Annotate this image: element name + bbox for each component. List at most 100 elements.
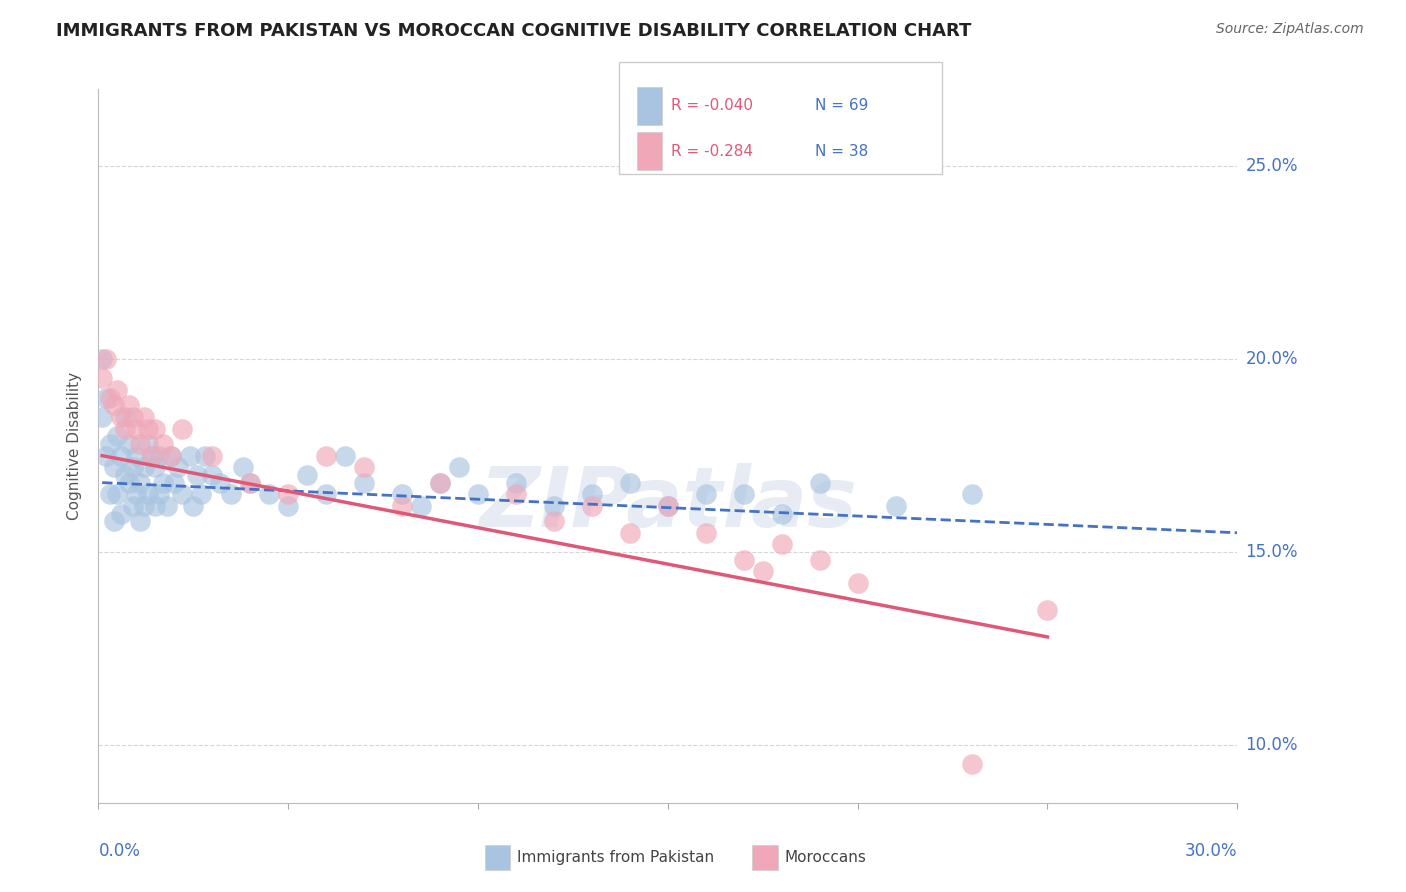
Point xyxy=(118,399,141,413)
Point xyxy=(121,499,143,513)
Point xyxy=(239,475,262,490)
Point xyxy=(201,449,224,463)
Point xyxy=(103,399,125,413)
Point xyxy=(110,449,132,463)
Point xyxy=(132,499,155,513)
Point xyxy=(156,499,179,513)
Point xyxy=(114,422,136,436)
Point xyxy=(114,467,136,482)
Point xyxy=(770,537,793,551)
Point xyxy=(391,499,413,513)
Point xyxy=(239,475,262,490)
Point xyxy=(136,437,159,451)
Point xyxy=(733,487,755,501)
Point xyxy=(657,499,679,513)
Point xyxy=(297,467,319,482)
Point xyxy=(132,410,155,425)
Point xyxy=(107,487,129,501)
Text: 30.0%: 30.0% xyxy=(1185,842,1237,860)
Point xyxy=(125,487,148,501)
Point xyxy=(695,525,717,540)
Text: 15.0%: 15.0% xyxy=(1246,543,1298,561)
Point xyxy=(505,475,527,490)
Point xyxy=(132,460,155,475)
Point xyxy=(129,437,152,451)
Point xyxy=(103,460,125,475)
Point xyxy=(136,422,159,436)
Point xyxy=(121,460,143,475)
Point xyxy=(110,410,132,425)
Text: Moroccans: Moroccans xyxy=(785,850,866,864)
Point xyxy=(98,391,121,405)
Point xyxy=(429,475,451,490)
Point xyxy=(619,475,641,490)
Point xyxy=(186,467,208,482)
Point xyxy=(259,487,281,501)
Text: R = -0.284: R = -0.284 xyxy=(671,144,752,159)
Point xyxy=(770,507,793,521)
Text: 20.0%: 20.0% xyxy=(1246,351,1298,368)
Point xyxy=(148,449,170,463)
Point xyxy=(118,475,141,490)
Point xyxy=(98,437,121,451)
Point xyxy=(391,487,413,501)
Point xyxy=(170,487,193,501)
Point xyxy=(733,553,755,567)
Point xyxy=(159,449,181,463)
Point xyxy=(94,352,117,367)
Point xyxy=(98,487,121,501)
Point xyxy=(145,499,167,513)
Point xyxy=(808,475,831,490)
Point xyxy=(335,449,357,463)
Point xyxy=(467,487,489,501)
Point xyxy=(129,475,152,490)
Point xyxy=(449,460,471,475)
Point xyxy=(94,449,117,463)
Point xyxy=(141,449,163,463)
Point xyxy=(91,352,114,367)
Point xyxy=(277,499,299,513)
Point xyxy=(114,410,136,425)
Point xyxy=(145,460,167,475)
Point xyxy=(315,449,337,463)
Text: 10.0%: 10.0% xyxy=(1246,736,1298,754)
Point xyxy=(129,514,152,528)
Point xyxy=(201,467,224,482)
Text: N = 69: N = 69 xyxy=(815,98,869,113)
Point xyxy=(752,565,775,579)
Text: N = 38: N = 38 xyxy=(815,144,869,159)
Point xyxy=(505,487,527,501)
Point xyxy=(91,371,114,385)
Point xyxy=(277,487,299,501)
Point xyxy=(118,437,141,451)
Point xyxy=(353,460,375,475)
Text: 0.0%: 0.0% xyxy=(98,842,141,860)
Point xyxy=(167,460,190,475)
Point xyxy=(411,499,433,513)
Text: ZIPatlas: ZIPatlas xyxy=(479,463,856,543)
Point xyxy=(159,449,181,463)
Point xyxy=(232,460,254,475)
Text: R = -0.040: R = -0.040 xyxy=(671,98,752,113)
Point xyxy=(107,429,129,443)
Text: 25.0%: 25.0% xyxy=(1246,157,1298,176)
Point xyxy=(179,449,201,463)
Point xyxy=(91,410,114,425)
Point xyxy=(581,487,603,501)
Point xyxy=(152,437,174,451)
Point xyxy=(190,487,212,501)
Point xyxy=(208,475,231,490)
Point xyxy=(1036,603,1059,617)
Point xyxy=(110,507,132,521)
Point xyxy=(960,487,983,501)
Point xyxy=(121,410,143,425)
Point xyxy=(170,422,193,436)
Text: Source: ZipAtlas.com: Source: ZipAtlas.com xyxy=(1216,22,1364,37)
Point xyxy=(103,514,125,528)
Point xyxy=(163,475,186,490)
Point xyxy=(194,449,217,463)
Point xyxy=(107,383,129,397)
Point xyxy=(960,757,983,772)
Text: IMMIGRANTS FROM PAKISTAN VS MOROCCAN COGNITIVE DISABILITY CORRELATION CHART: IMMIGRANTS FROM PAKISTAN VS MOROCCAN COG… xyxy=(56,22,972,40)
Point xyxy=(94,391,117,405)
